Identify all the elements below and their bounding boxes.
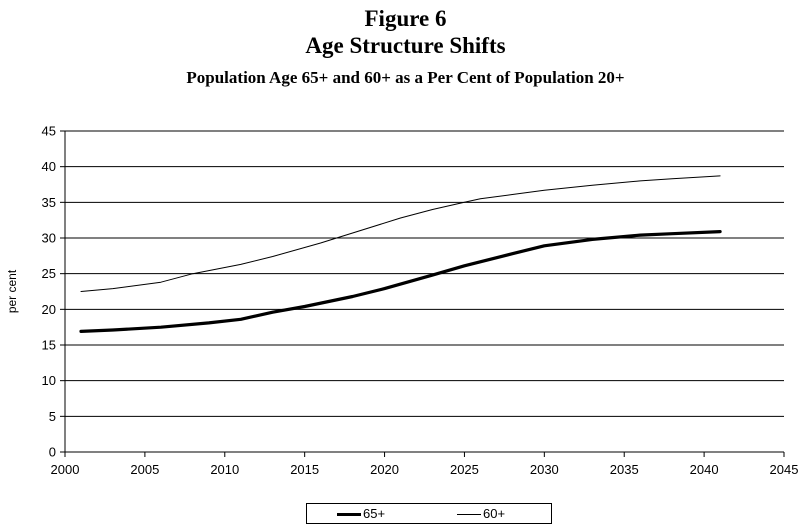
y-tick-label-5: 5 [49, 409, 56, 424]
x-tick-labels: 2000 2005 2010 2015 2020 2025 2030 2035 2040 2045 [51, 462, 799, 477]
chart-subtitle: Population Age 65+ and 60+ as a Per Cent… [186, 68, 625, 87]
y-axis-label: per cent [5, 269, 19, 313]
x-tick-label-2025: 2025 [450, 462, 479, 477]
y-tick-label-15: 15 [42, 338, 56, 353]
axes [64, 131, 785, 457]
legend-item-65: 65+ [337, 505, 385, 522]
x-tick-label-2015: 2015 [290, 462, 319, 477]
chart-title: Age Structure Shifts [305, 33, 506, 58]
y-tick-label-45: 45 [42, 124, 56, 139]
legend-swatch-thick [337, 513, 361, 517]
x-tick-label-2020: 2020 [370, 462, 399, 477]
x-tick-label-2035: 2035 [610, 462, 639, 477]
x-tick-label-2005: 2005 [130, 462, 159, 477]
y-tick-label-10: 10 [42, 373, 56, 388]
series-line-60-plus [80, 175, 721, 292]
gridlines [60, 130, 784, 453]
series-lines [79, 175, 722, 333]
y-tick-label-40: 40 [42, 159, 56, 174]
legend-label-65: 65+ [363, 506, 386, 521]
x-tick-label-2000: 2000 [51, 462, 80, 477]
legend-swatch-thin [457, 514, 481, 516]
titles: Figure 6 Age Structure Shifts Population… [0, 0, 811, 88]
x-tick-label-2040: 2040 [690, 462, 719, 477]
y-tick-label-20: 20 [42, 302, 56, 317]
legend-label-60: 60+ [483, 506, 506, 521]
x-tick-label-2030: 2030 [530, 462, 559, 477]
x-tick-label-2045: 2045 [770, 462, 799, 477]
y-tick-labels: 0 5 10 15 20 25 30 35 40 45 [42, 124, 56, 460]
legend: 65+ 60+ [306, 503, 552, 524]
y-tick-label-30: 30 [42, 231, 56, 246]
y-tick-label-25: 25 [42, 266, 56, 281]
series-line-65-plus [79, 230, 722, 333]
x-tick-label-2010: 2010 [210, 462, 239, 477]
y-tick-label-35: 35 [42, 195, 56, 210]
figure-label: Figure 6 [364, 6, 447, 31]
legend-item-60: 60+ [457, 505, 505, 522]
y-tick-label-0: 0 [49, 445, 56, 460]
